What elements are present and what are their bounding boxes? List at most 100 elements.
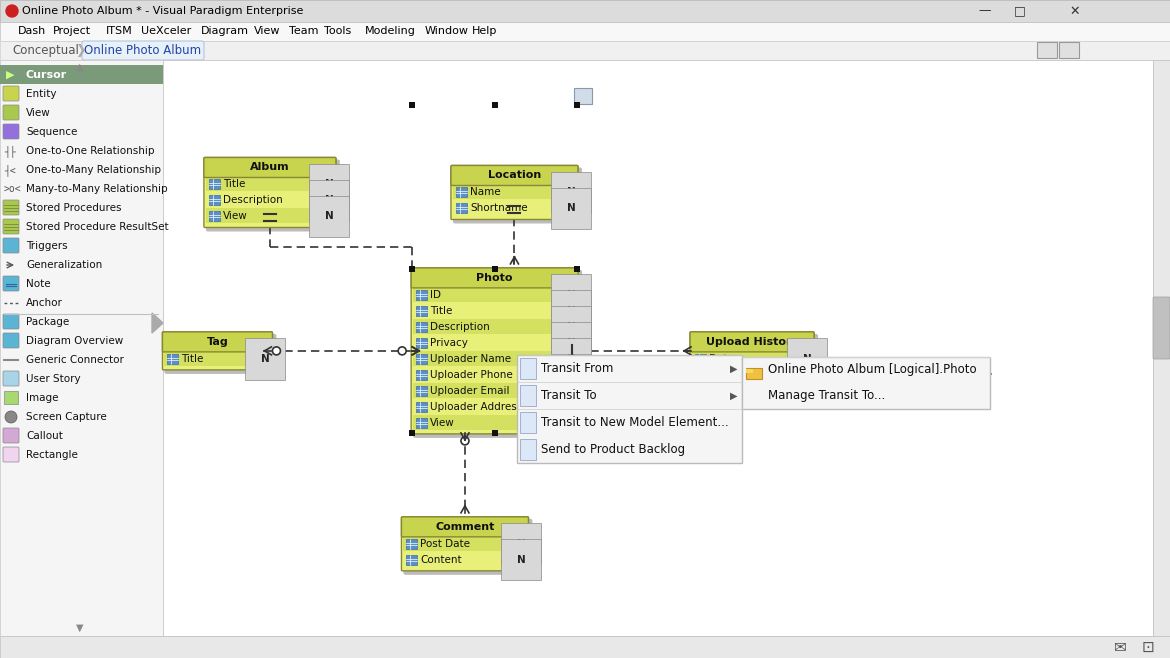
Text: ▶: ▶ bbox=[6, 70, 14, 80]
FancyBboxPatch shape bbox=[209, 211, 220, 222]
Text: View: View bbox=[223, 211, 248, 222]
FancyBboxPatch shape bbox=[417, 370, 427, 380]
FancyBboxPatch shape bbox=[0, 65, 163, 84]
FancyBboxPatch shape bbox=[413, 270, 583, 438]
Text: Title: Title bbox=[431, 306, 453, 316]
FancyBboxPatch shape bbox=[401, 517, 529, 571]
Text: Name: Name bbox=[470, 188, 501, 197]
Text: ┤<: ┤< bbox=[4, 164, 15, 176]
FancyBboxPatch shape bbox=[417, 322, 427, 332]
Text: Uploader Address: Uploader Address bbox=[431, 402, 522, 412]
Text: One-to-One Relationship: One-to-One Relationship bbox=[26, 146, 154, 156]
FancyBboxPatch shape bbox=[456, 203, 467, 213]
FancyBboxPatch shape bbox=[1059, 42, 1079, 58]
FancyBboxPatch shape bbox=[204, 157, 336, 228]
Bar bbox=[574, 266, 580, 272]
FancyBboxPatch shape bbox=[417, 290, 427, 300]
FancyBboxPatch shape bbox=[413, 319, 576, 334]
Text: Diagram: Diagram bbox=[200, 26, 248, 36]
Text: ITSM: ITSM bbox=[106, 26, 133, 36]
FancyBboxPatch shape bbox=[519, 385, 536, 406]
Text: Title: Title bbox=[181, 354, 204, 364]
FancyBboxPatch shape bbox=[163, 332, 273, 352]
Bar bbox=[574, 102, 580, 108]
FancyBboxPatch shape bbox=[690, 332, 814, 370]
FancyBboxPatch shape bbox=[404, 536, 526, 551]
FancyBboxPatch shape bbox=[4, 314, 19, 329]
FancyBboxPatch shape bbox=[417, 338, 427, 348]
Text: Dash: Dash bbox=[18, 26, 47, 36]
FancyBboxPatch shape bbox=[413, 351, 576, 366]
Text: ❯: ❯ bbox=[75, 44, 85, 57]
Text: Entity: Entity bbox=[26, 89, 56, 99]
FancyBboxPatch shape bbox=[691, 351, 812, 366]
Text: Manage Transit To...: Manage Transit To... bbox=[768, 390, 886, 403]
FancyBboxPatch shape bbox=[4, 333, 19, 348]
Bar bbox=[491, 430, 497, 436]
FancyBboxPatch shape bbox=[4, 391, 18, 404]
Text: Description: Description bbox=[431, 322, 490, 332]
FancyBboxPatch shape bbox=[519, 358, 536, 379]
FancyBboxPatch shape bbox=[417, 402, 427, 412]
Text: N: N bbox=[566, 402, 576, 412]
Circle shape bbox=[273, 347, 281, 355]
FancyBboxPatch shape bbox=[417, 306, 427, 316]
FancyBboxPatch shape bbox=[0, 0, 1170, 22]
Text: Date: Date bbox=[709, 354, 734, 364]
FancyBboxPatch shape bbox=[517, 382, 742, 409]
FancyBboxPatch shape bbox=[82, 41, 204, 60]
FancyBboxPatch shape bbox=[417, 418, 427, 428]
Text: □: □ bbox=[1014, 5, 1026, 18]
FancyBboxPatch shape bbox=[517, 355, 742, 463]
FancyBboxPatch shape bbox=[0, 636, 1170, 658]
Text: Team: Team bbox=[289, 26, 318, 36]
Text: Note: Note bbox=[26, 279, 50, 289]
FancyBboxPatch shape bbox=[0, 60, 163, 636]
FancyBboxPatch shape bbox=[0, 41, 1170, 60]
Text: N: N bbox=[566, 188, 576, 197]
FancyBboxPatch shape bbox=[4, 86, 19, 101]
Text: Online Photo Album * - Visual Paradigm Enterprise: Online Photo Album * - Visual Paradigm E… bbox=[22, 6, 303, 16]
FancyBboxPatch shape bbox=[4, 200, 19, 215]
Text: N: N bbox=[566, 370, 576, 380]
Text: Shortname: Shortname bbox=[470, 203, 528, 213]
Text: N: N bbox=[324, 195, 333, 205]
Text: View: View bbox=[431, 418, 455, 428]
FancyBboxPatch shape bbox=[4, 276, 19, 291]
FancyBboxPatch shape bbox=[406, 555, 418, 565]
Text: Online Photo Album: Online Photo Album bbox=[84, 44, 201, 57]
FancyBboxPatch shape bbox=[453, 168, 581, 224]
Circle shape bbox=[6, 5, 18, 17]
Text: Title: Title bbox=[223, 180, 246, 190]
Text: N: N bbox=[261, 354, 270, 364]
Text: UeXceler: UeXceler bbox=[142, 26, 191, 36]
FancyBboxPatch shape bbox=[411, 268, 578, 434]
Text: Package: Package bbox=[26, 317, 69, 327]
FancyBboxPatch shape bbox=[417, 354, 427, 364]
FancyBboxPatch shape bbox=[4, 124, 19, 139]
Text: N: N bbox=[566, 322, 576, 332]
FancyBboxPatch shape bbox=[413, 415, 576, 430]
Circle shape bbox=[398, 347, 406, 355]
FancyBboxPatch shape bbox=[206, 176, 333, 191]
Text: Transit To: Transit To bbox=[541, 389, 597, 402]
FancyBboxPatch shape bbox=[406, 539, 418, 549]
FancyBboxPatch shape bbox=[690, 332, 814, 352]
Text: N: N bbox=[566, 203, 576, 213]
FancyBboxPatch shape bbox=[519, 412, 536, 433]
Text: Content: Content bbox=[420, 555, 462, 565]
Text: Uploader Name: Uploader Name bbox=[431, 354, 511, 364]
Text: Uploader Email: Uploader Email bbox=[431, 386, 510, 396]
FancyBboxPatch shape bbox=[206, 209, 333, 224]
FancyBboxPatch shape bbox=[4, 219, 19, 234]
Text: Stored Procedures: Stored Procedures bbox=[26, 203, 122, 213]
FancyBboxPatch shape bbox=[413, 383, 576, 398]
FancyBboxPatch shape bbox=[519, 439, 536, 460]
Text: Modeling: Modeling bbox=[365, 26, 415, 36]
Text: ▼: ▼ bbox=[76, 623, 84, 633]
FancyBboxPatch shape bbox=[163, 60, 1152, 636]
Text: Online Photo Album [Logical].Photo: Online Photo Album [Logical].Photo bbox=[768, 363, 977, 376]
Circle shape bbox=[5, 411, 18, 423]
FancyBboxPatch shape bbox=[695, 354, 706, 364]
Text: N: N bbox=[803, 354, 812, 364]
